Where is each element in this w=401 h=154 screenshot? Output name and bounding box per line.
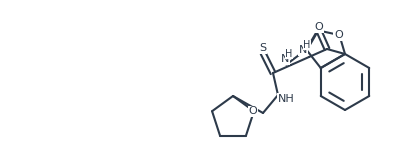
Text: NH: NH <box>277 94 294 104</box>
Text: H: H <box>286 49 293 59</box>
Text: O: O <box>334 30 343 40</box>
Text: N: N <box>281 54 289 64</box>
Text: O: O <box>315 22 323 32</box>
Text: O: O <box>249 106 257 116</box>
Text: H: H <box>303 40 311 50</box>
Text: N: N <box>299 45 307 55</box>
Text: S: S <box>259 43 267 53</box>
